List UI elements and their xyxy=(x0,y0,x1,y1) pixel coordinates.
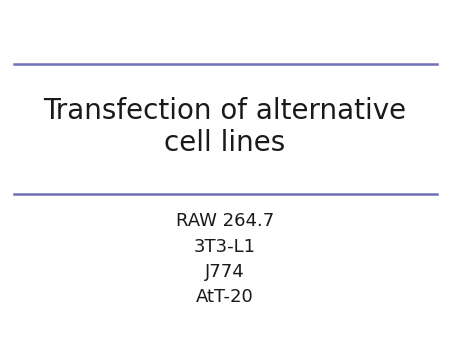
Text: Transfection of alternative
cell lines: Transfection of alternative cell lines xyxy=(44,97,406,157)
Text: J774: J774 xyxy=(205,263,245,281)
Text: RAW 264.7: RAW 264.7 xyxy=(176,212,274,231)
Text: 3T3-L1: 3T3-L1 xyxy=(194,238,256,256)
Text: AtT-20: AtT-20 xyxy=(196,288,254,307)
